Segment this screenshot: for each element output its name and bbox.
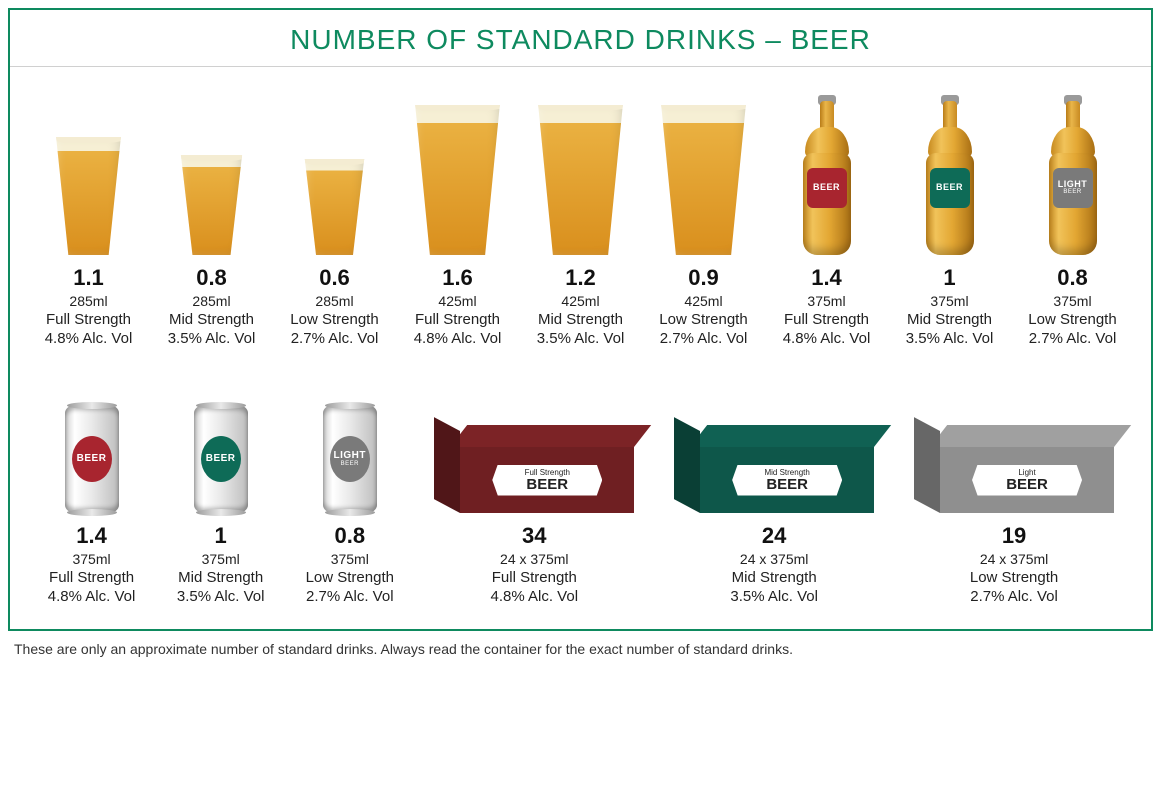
drink-item: BEER 1 375ml Mid Strength 3.5% Alc. Vol — [891, 85, 1008, 347]
standard-drinks-value: 1.1 — [30, 265, 147, 291]
beer-bottle-icon: BEER — [803, 95, 851, 255]
alcohol-label: 3.5% Alc. Vol — [159, 588, 282, 605]
volume-label: 375ml — [768, 293, 885, 309]
drink-item: 1.1 285ml Full Strength 4.8% Alc. Vol — [30, 85, 147, 347]
strength-label: Low Strength — [288, 569, 411, 586]
alcohol-label: 4.8% Alc. Vol — [30, 330, 147, 347]
alcohol-label: 3.5% Alc. Vol — [657, 588, 891, 605]
beer-can-icon: BEER — [194, 405, 248, 513]
chart-frame: NUMBER OF STANDARD DRINKS – BEER 1.1 285… — [8, 8, 1153, 631]
beer-case-icon: Full StrengthBEER — [434, 425, 634, 513]
volume-label: 375ml — [30, 551, 153, 567]
chart-content: 1.1 285ml Full Strength 4.8% Alc. Vol 0.… — [10, 67, 1151, 629]
alcohol-label: 2.7% Alc. Vol — [288, 588, 411, 605]
strength-label: Full Strength — [399, 311, 516, 328]
beer-glass-icon — [178, 155, 246, 255]
strength-label: Low Strength — [897, 569, 1131, 586]
strength-label: Low Strength — [1014, 311, 1131, 328]
standard-drinks-value: 0.8 — [1014, 265, 1131, 291]
alcohol-label: 2.7% Alc. Vol — [1014, 330, 1131, 347]
row-glasses-bottles: 1.1 285ml Full Strength 4.8% Alc. Vol 0.… — [30, 85, 1131, 347]
beer-glass-icon — [302, 159, 368, 255]
drink-item: BEER 1.4 375ml Full Strength 4.8% Alc. V… — [30, 383, 153, 605]
strength-label: Low Strength — [645, 311, 762, 328]
standard-drinks-value: 0.6 — [276, 265, 393, 291]
title-bar: NUMBER OF STANDARD DRINKS – BEER — [10, 10, 1151, 67]
drink-item: 1.2 425ml Mid Strength 3.5% Alc. Vol — [522, 85, 639, 347]
drink-item: LIGHTBEER 0.8 375ml Low Strength 2.7% Al… — [1014, 85, 1131, 347]
standard-drinks-value: 1 — [159, 523, 282, 549]
alcohol-label: 3.5% Alc. Vol — [153, 330, 270, 347]
drink-item: BEER 1 375ml Mid Strength 3.5% Alc. Vol — [159, 383, 282, 605]
beer-bottle-icon: LIGHTBEER — [1049, 95, 1097, 255]
volume-label: 375ml — [1014, 293, 1131, 309]
drink-item: 0.9 425ml Low Strength 2.7% Alc. Vol — [645, 85, 762, 347]
standard-drinks-value: 0.8 — [288, 523, 411, 549]
standard-drinks-value: 1 — [891, 265, 1008, 291]
row-cans-slabs: BEER 1.4 375ml Full Strength 4.8% Alc. V… — [30, 383, 1131, 605]
alcohol-label: 3.5% Alc. Vol — [522, 330, 639, 347]
strength-label: Low Strength — [276, 311, 393, 328]
volume-label: 285ml — [30, 293, 147, 309]
footnote: These are only an approximate number of … — [8, 631, 1153, 661]
alcohol-label: 4.8% Alc. Vol — [399, 330, 516, 347]
standard-drinks-value: 1.6 — [399, 265, 516, 291]
alcohol-label: 3.5% Alc. Vol — [891, 330, 1008, 347]
volume-label: 24 x 375ml — [417, 551, 651, 567]
beer-glass-icon — [53, 137, 125, 255]
alcohol-label: 2.7% Alc. Vol — [276, 330, 393, 347]
drink-item: Full StrengthBEER 34 24 x 375ml Full Str… — [417, 383, 651, 605]
volume-label: 375ml — [159, 551, 282, 567]
volume-label: 285ml — [153, 293, 270, 309]
drink-item: 1.6 425ml Full Strength 4.8% Alc. Vol — [399, 85, 516, 347]
alcohol-label: 4.8% Alc. Vol — [768, 330, 885, 347]
strength-label: Full Strength — [768, 311, 885, 328]
strength-label: Full Strength — [30, 569, 153, 586]
beer-glass-icon — [658, 105, 750, 255]
standard-drinks-value: 0.9 — [645, 265, 762, 291]
strength-label: Mid Strength — [657, 569, 891, 586]
drink-item: BEER 1.4 375ml Full Strength 4.8% Alc. V… — [768, 85, 885, 347]
drink-item: LightBEER 19 24 x 375ml Low Strength 2.7… — [897, 383, 1131, 605]
standard-drinks-value: 1.4 — [30, 523, 153, 549]
drink-item: Mid StrengthBEER 24 24 x 375ml Mid Stren… — [657, 383, 891, 605]
volume-label: 425ml — [522, 293, 639, 309]
beer-can-icon: BEER — [65, 405, 119, 513]
chart-title: NUMBER OF STANDARD DRINKS – BEER — [10, 24, 1151, 56]
drink-item: 0.6 285ml Low Strength 2.7% Alc. Vol — [276, 85, 393, 347]
standard-drinks-value: 34 — [417, 523, 651, 549]
drink-item: 0.8 285ml Mid Strength 3.5% Alc. Vol — [153, 85, 270, 347]
strength-label: Mid Strength — [159, 569, 282, 586]
strength-label: Full Strength — [417, 569, 651, 586]
standard-drinks-value: 1.4 — [768, 265, 885, 291]
beer-glass-icon — [535, 105, 627, 255]
volume-label: 24 x 375ml — [897, 551, 1131, 567]
standard-drinks-value: 0.8 — [153, 265, 270, 291]
beer-case-icon: LightBEER — [914, 425, 1114, 513]
strength-label: Mid Strength — [891, 311, 1008, 328]
alcohol-label: 2.7% Alc. Vol — [897, 588, 1131, 605]
beer-case-icon: Mid StrengthBEER — [674, 425, 874, 513]
volume-label: 425ml — [399, 293, 516, 309]
standard-drinks-value: 1.2 — [522, 265, 639, 291]
strength-label: Full Strength — [30, 311, 147, 328]
standard-drinks-value: 19 — [897, 523, 1131, 549]
volume-label: 425ml — [645, 293, 762, 309]
volume-label: 375ml — [891, 293, 1008, 309]
beer-can-icon: LIGHTBEER — [323, 405, 377, 513]
standard-drinks-value: 24 — [657, 523, 891, 549]
alcohol-label: 2.7% Alc. Vol — [645, 330, 762, 347]
strength-label: Mid Strength — [153, 311, 270, 328]
volume-label: 24 x 375ml — [657, 551, 891, 567]
volume-label: 285ml — [276, 293, 393, 309]
beer-glass-icon — [412, 105, 504, 255]
strength-label: Mid Strength — [522, 311, 639, 328]
drink-item: LIGHTBEER 0.8 375ml Low Strength 2.7% Al… — [288, 383, 411, 605]
alcohol-label: 4.8% Alc. Vol — [30, 588, 153, 605]
beer-bottle-icon: BEER — [926, 95, 974, 255]
alcohol-label: 4.8% Alc. Vol — [417, 588, 651, 605]
volume-label: 375ml — [288, 551, 411, 567]
